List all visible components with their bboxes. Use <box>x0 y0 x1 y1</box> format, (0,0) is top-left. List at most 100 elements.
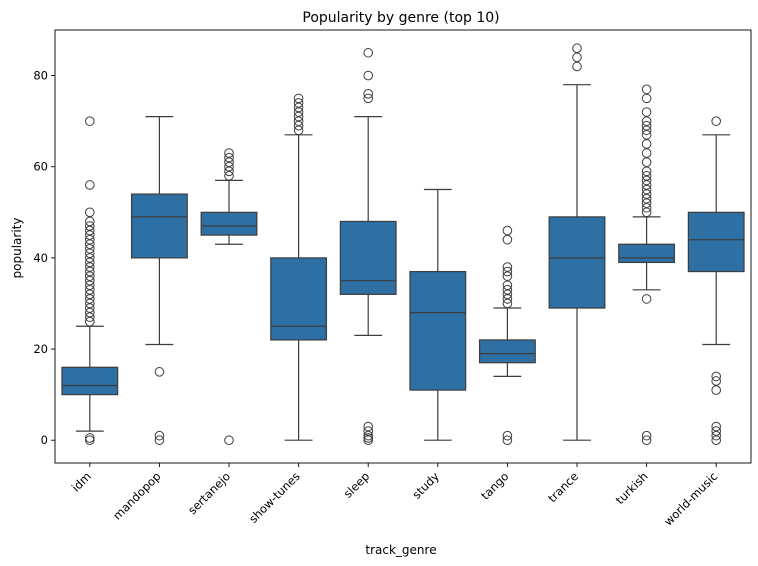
x-tick-label: trance <box>545 469 581 505</box>
outlier-point <box>85 294 95 304</box>
outlier-point <box>85 253 95 263</box>
outlier-point <box>85 248 95 259</box>
outlier-point <box>641 207 652 218</box>
outlier-point <box>502 262 513 272</box>
outlier-point <box>85 257 95 268</box>
box-iqr <box>130 193 188 259</box>
outlier-point <box>641 435 652 446</box>
outlier-point <box>711 376 722 386</box>
box-study <box>409 188 467 441</box>
plot-area <box>54 29 752 464</box>
outlier-point <box>85 221 95 231</box>
outlier-point <box>502 271 513 281</box>
outlier-point <box>224 161 234 172</box>
box-iqr <box>478 339 536 364</box>
outlier-point <box>711 435 722 446</box>
outlier-point <box>85 312 95 322</box>
outlier-point <box>641 193 652 204</box>
y-tick-label: 20 <box>33 342 48 356</box>
outlier-point <box>711 385 722 395</box>
outlier-point <box>293 102 304 113</box>
outlier-point <box>572 43 582 54</box>
outlier-point <box>293 93 304 104</box>
outlier-point <box>363 89 374 99</box>
plot-frame <box>54 29 752 464</box>
outlier-point <box>224 152 234 163</box>
outlier-point <box>502 285 513 295</box>
outlier-point <box>363 93 374 104</box>
outlier-point <box>641 166 652 177</box>
outlier-point <box>293 125 304 136</box>
outlier-point <box>85 435 95 446</box>
box-iqr <box>200 211 258 236</box>
outlier-point <box>293 107 304 117</box>
y-tick-label: 80 <box>33 69 48 83</box>
outlier-point <box>502 435 513 446</box>
x-tick-label: show-tunes <box>246 469 303 526</box>
outlier-point <box>641 148 652 158</box>
outlier-point <box>154 435 165 446</box>
outlier-point <box>641 84 652 95</box>
outlier-point <box>641 107 652 117</box>
outlier-point <box>641 130 652 140</box>
box-iqr <box>687 211 745 273</box>
outlier-point <box>85 271 95 281</box>
box-iqr <box>339 220 397 295</box>
box-world-music <box>687 116 745 446</box>
outlier-point <box>85 316 95 327</box>
outlier-point <box>363 47 374 58</box>
outlier-point <box>293 98 304 108</box>
outlier-point <box>502 234 513 245</box>
outlier-point <box>85 285 95 295</box>
outlier-point <box>85 303 95 313</box>
x-tick-label: idm <box>69 469 94 494</box>
outlier-point <box>85 266 95 277</box>
outlier-point <box>641 171 652 181</box>
outlier-point <box>641 184 652 195</box>
chart-title: Popularity by genre (top 10) <box>302 10 499 26</box>
outlier-point <box>85 234 95 245</box>
outlier-point <box>502 280 513 291</box>
outlier-point <box>502 266 513 277</box>
outlier-point <box>641 430 652 441</box>
outlier-point <box>502 289 513 300</box>
outlier-point <box>641 139 652 149</box>
outlier-point <box>85 243 95 254</box>
outlier-point <box>154 430 165 441</box>
outlier-point <box>641 175 652 186</box>
outlier-point <box>502 294 513 304</box>
x-tick-label: sleep <box>341 469 373 501</box>
outlier-point <box>502 430 513 441</box>
y-tick-label: 40 <box>33 251 48 265</box>
box-sertanejo <box>200 148 258 446</box>
y-tick-label: 0 <box>41 433 48 447</box>
outlier-point <box>85 262 95 272</box>
outlier-point <box>572 61 582 72</box>
box-trance <box>548 43 606 441</box>
outlier-point <box>154 367 165 377</box>
outlier-point <box>293 111 304 122</box>
outlier-point <box>85 433 95 443</box>
outlier-point <box>641 294 652 304</box>
outlier-point <box>711 116 722 126</box>
x-axis-label: track_genre <box>365 543 436 557</box>
outlier-point <box>711 371 722 382</box>
outlier-point <box>363 421 374 432</box>
box-mandopop <box>130 115 188 446</box>
outlier-point <box>572 52 582 63</box>
outlier-point <box>363 435 374 446</box>
outlier-point <box>85 307 95 318</box>
x-tick-label: tango <box>478 469 511 502</box>
box-iqr <box>618 243 676 264</box>
outlier-point <box>711 426 722 436</box>
outlier-point <box>85 298 95 309</box>
outlier-point <box>641 180 652 190</box>
y-tick-label: 60 <box>33 160 48 174</box>
outlier-point <box>224 166 234 177</box>
outlier-point <box>85 216 95 227</box>
y-axis-label: popularity <box>10 218 24 279</box>
outlier-point <box>85 230 95 240</box>
outlier-point <box>85 207 95 218</box>
outlier-point <box>363 70 374 81</box>
